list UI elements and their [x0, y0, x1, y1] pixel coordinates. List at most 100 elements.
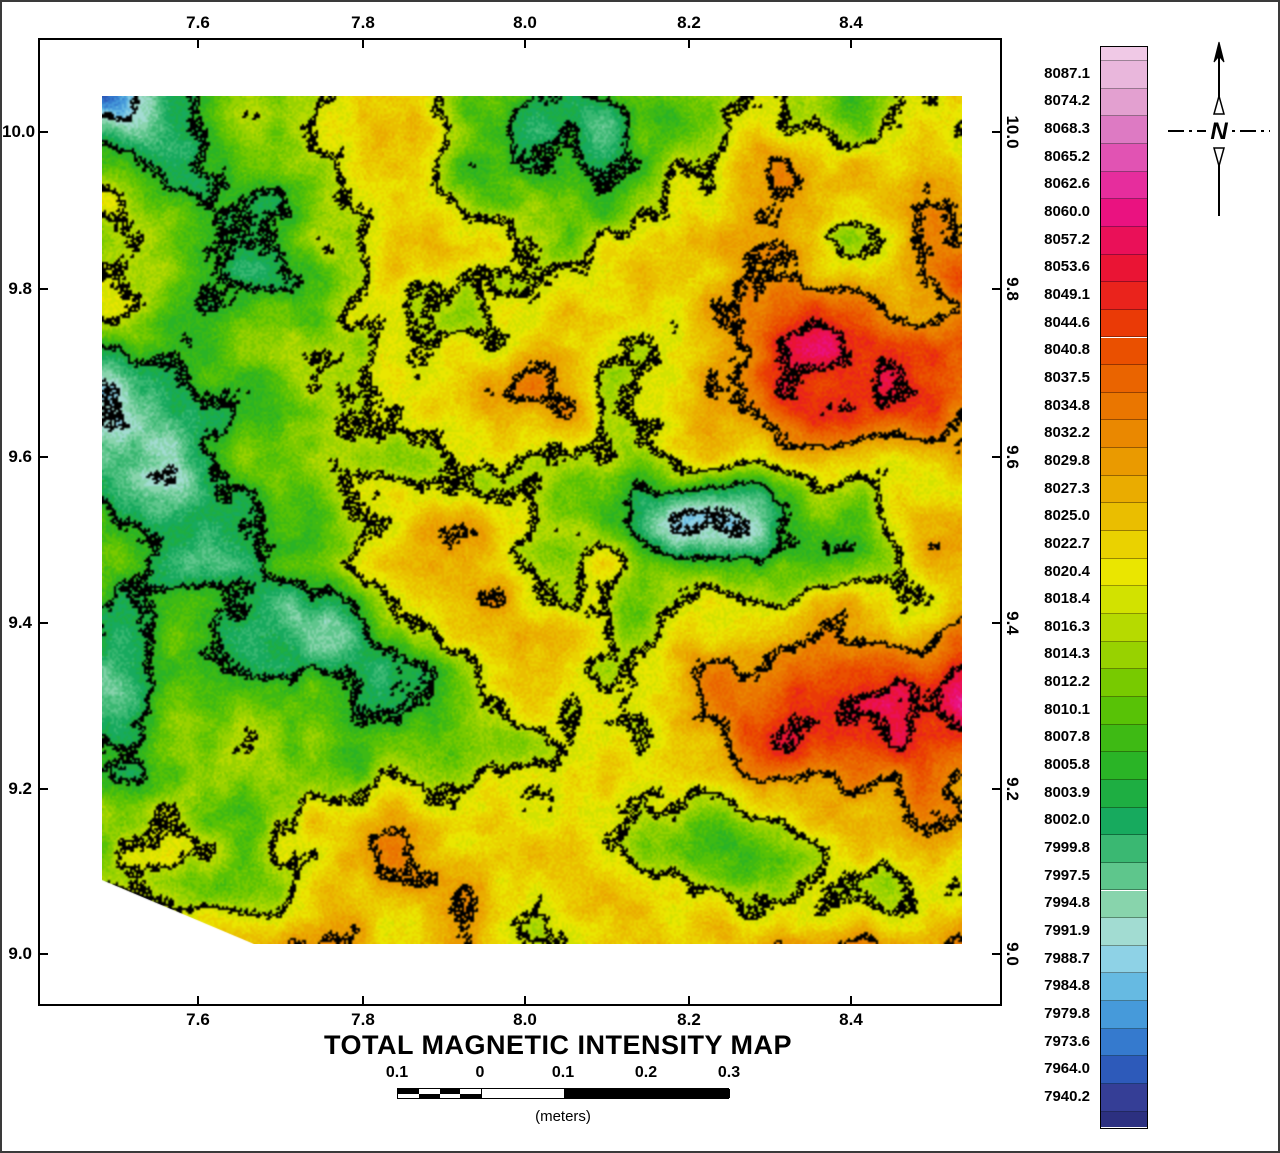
scale-bar-checker-segment: [398, 1093, 419, 1098]
legend-color-cell: [1101, 696, 1147, 725]
x-tick-label-top: 8.4: [839, 13, 863, 32]
color-legend-bar: [1100, 46, 1148, 1129]
x-tick-mark: [688, 40, 690, 48]
legend-color-cell: [1101, 392, 1147, 421]
north-arrow: N: [1168, 41, 1270, 216]
legend-color-cell: [1101, 226, 1147, 255]
y-tick-mark: [40, 456, 48, 458]
y-tick-label-left: 9.2: [8, 779, 32, 798]
y-tick-label-left: 9.4: [8, 613, 32, 632]
y-tick-mark: [40, 131, 48, 133]
legend-color-cell: [1101, 503, 1147, 532]
north-label: N: [1210, 118, 1228, 145]
legend-value-label: 7964.0: [1044, 1060, 1090, 1078]
y-tick-label-left: 9.0: [8, 944, 32, 963]
legend-color-cell: [1101, 531, 1147, 559]
legend-value-label: 8007.8: [1044, 728, 1090, 746]
scale-bar-checker-segment: [418, 1093, 440, 1098]
legend-color-cell: [1101, 724, 1147, 753]
y-tick-mark: [992, 622, 1000, 624]
legend-color-cell: [1101, 309, 1147, 338]
scale-bar-number: 0.2: [634, 1064, 658, 1081]
y-tick-mark: [40, 788, 48, 790]
legend-value-label: 8044.6: [1044, 313, 1090, 331]
scale-bar-checker-segment: [418, 1089, 440, 1094]
legend-color-cell: [1101, 586, 1147, 614]
x-tick-label-top: 8.0: [513, 13, 537, 32]
scale-bar-checker-segment: [439, 1093, 461, 1098]
x-tick-label-top: 7.6: [186, 13, 210, 32]
y-tick-mark: [992, 288, 1000, 290]
x-tick-label-bottom: 7.8: [351, 1010, 375, 1029]
scale-bar-checker-segment: [460, 1089, 481, 1094]
y-tick-mark: [992, 131, 1000, 133]
legend-color-cell: [1101, 779, 1147, 808]
legend-color-cell: [1101, 475, 1147, 504]
legend-value-label: 7979.8: [1044, 1004, 1090, 1022]
x-tick-mark: [362, 40, 364, 48]
x-tick-label-bottom: 8.2: [677, 1010, 701, 1029]
legend-value-label: 8060.0: [1044, 203, 1090, 221]
scale-bar-black-segment: [564, 1089, 730, 1098]
legend-color-cell: [1101, 807, 1147, 836]
legend-value-label: 8022.7: [1044, 534, 1090, 552]
legend-value-label: 8002.0: [1044, 811, 1090, 829]
y-tick-mark: [40, 953, 48, 955]
north-needle-lower-fletch: [1213, 147, 1225, 169]
map-plot-area: [38, 38, 1002, 1006]
x-tick-mark: [197, 996, 199, 1004]
legend-value-label: 8057.2: [1044, 230, 1090, 248]
legend-value-label: 7997.5: [1044, 866, 1090, 884]
legend-color-cell: [1101, 558, 1147, 587]
legend-value-label: 8014.3: [1044, 645, 1090, 663]
y-tick-label-left: 10.0: [2, 122, 36, 141]
scale-bar-checker-segment: [439, 1089, 461, 1094]
legend-value-label: 8005.8: [1044, 756, 1090, 774]
x-tick-mark: [524, 996, 526, 1004]
y-tick-mark: [992, 953, 1000, 955]
x-tick-label-bottom: 8.4: [839, 1010, 863, 1029]
legend-value-label: 8032.2: [1044, 424, 1090, 442]
x-tick-label-bottom: 7.6: [186, 1010, 210, 1029]
legend-color-cell: [1101, 337, 1147, 366]
figure-title: TOTAL MAGNETIC INTENSITY MAP: [323, 1030, 793, 1060]
x-tick-label-bottom: 8.0: [513, 1010, 537, 1029]
legend-color-cell: [1101, 918, 1147, 946]
legend-value-label: 7991.9: [1044, 921, 1090, 939]
legend-color-cell: [1101, 890, 1147, 919]
scale-bar-checker-segment: [398, 1089, 419, 1094]
legend-cap-top: [1101, 47, 1147, 61]
legend-value-label: 8025.0: [1044, 507, 1090, 525]
legend-color-cell: [1101, 420, 1147, 449]
legend-value-label: 8037.5: [1044, 368, 1090, 386]
legend-color-cell: [1101, 1001, 1147, 1029]
legend-value-label: 8012.2: [1044, 673, 1090, 691]
magnetic-intensity-raster: [102, 96, 962, 944]
scale-bar-number: 0: [475, 1064, 485, 1081]
legend-color-cell: [1101, 1028, 1147, 1057]
scale-bar-units: (meters): [535, 1108, 591, 1125]
x-tick-mark: [688, 996, 690, 1004]
legend-color-cell: [1101, 669, 1147, 697]
legend-value-label: 8065.2: [1044, 147, 1090, 165]
legend-color-cell: [1101, 752, 1147, 780]
legend-value-label: 8049.1: [1044, 286, 1090, 304]
legend-color-cell: [1101, 641, 1147, 670]
scale-bar-number: 0.1: [385, 1064, 409, 1081]
legend-color-cell: [1101, 143, 1147, 172]
legend-color-cell: [1101, 254, 1147, 283]
legend-color-cell: [1101, 945, 1147, 974]
legend-value-label: 7984.8: [1044, 977, 1090, 995]
scale-bar: (meters) 0.1 0 0.1 0.2 0.3: [386, 1064, 740, 1136]
legend-color-cell: [1101, 88, 1147, 117]
legend-value-label: 8003.9: [1044, 783, 1090, 801]
legend-value-label: 8029.8: [1044, 451, 1090, 469]
x-tick-mark: [850, 40, 852, 48]
north-arrowhead-icon: [1213, 41, 1225, 63]
x-tick-label-top: 8.2: [677, 13, 701, 32]
y-tick-mark: [992, 456, 1000, 458]
legend-value-label: 7940.2: [1044, 1087, 1090, 1105]
legend-color-cell: [1101, 862, 1147, 891]
x-tick-mark: [524, 40, 526, 48]
